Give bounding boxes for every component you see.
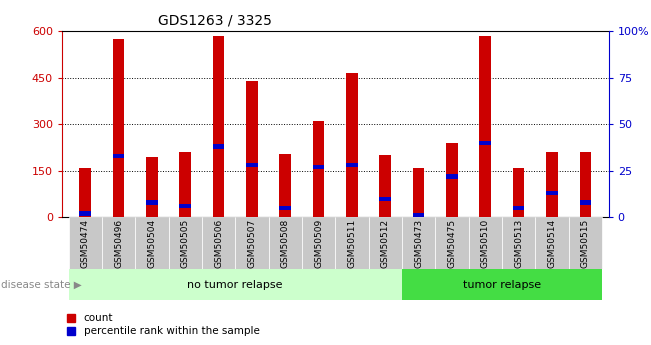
Bar (402, 217, 436, 269)
Text: GSM50506: GSM50506 (214, 219, 223, 268)
Text: GSM50505: GSM50505 (181, 219, 189, 268)
Text: GDS1263 / 3325: GDS1263 / 3325 (158, 14, 272, 28)
Bar (180, 204, 191, 208)
Bar (79, 211, 91, 216)
Text: GSM50512: GSM50512 (381, 219, 390, 268)
Bar (535, 217, 569, 269)
Bar (380, 197, 391, 201)
Bar (413, 168, 424, 217)
Text: GSM50496: GSM50496 (114, 219, 123, 268)
Bar (579, 152, 591, 217)
Bar (146, 200, 158, 205)
Text: tumor relapse: tumor relapse (463, 280, 541, 289)
Bar (79, 168, 91, 217)
Bar (546, 191, 558, 195)
Bar (269, 217, 302, 269)
Bar (368, 217, 402, 269)
Text: GSM50507: GSM50507 (247, 219, 256, 268)
Text: GSM50504: GSM50504 (147, 219, 156, 268)
Bar (146, 157, 158, 217)
Bar (213, 144, 225, 149)
Bar (446, 143, 458, 217)
Bar (102, 217, 135, 269)
Text: GSM50474: GSM50474 (81, 219, 90, 268)
Bar (380, 155, 391, 217)
Bar (480, 36, 491, 217)
Bar (446, 174, 458, 179)
Bar (413, 213, 424, 218)
Bar (312, 165, 324, 169)
Bar (202, 217, 235, 269)
Text: GSM50515: GSM50515 (581, 219, 590, 268)
Text: GSM50475: GSM50475 (447, 219, 456, 268)
Text: GSM50473: GSM50473 (414, 219, 423, 268)
Text: GSM50511: GSM50511 (348, 219, 357, 268)
Bar (546, 152, 558, 217)
Text: GSM50514: GSM50514 (547, 219, 557, 268)
Bar (302, 217, 335, 269)
Bar (135, 217, 169, 269)
Bar (68, 269, 402, 300)
Bar (513, 168, 525, 217)
Bar (346, 73, 358, 217)
Bar (68, 217, 102, 269)
Text: disease state ▶: disease state ▶ (1, 280, 82, 289)
Text: GSM50513: GSM50513 (514, 219, 523, 268)
Bar (312, 121, 324, 217)
Bar (279, 154, 291, 217)
Bar (346, 163, 358, 167)
Bar (502, 217, 535, 269)
Bar (180, 152, 191, 217)
Bar (113, 39, 124, 217)
Bar (513, 206, 525, 210)
Bar (235, 217, 269, 269)
Bar (480, 141, 491, 145)
Bar (579, 200, 591, 205)
Text: GSM50510: GSM50510 (481, 219, 490, 268)
Bar (335, 217, 368, 269)
Bar (169, 217, 202, 269)
Bar (213, 36, 225, 217)
Text: GSM50508: GSM50508 (281, 219, 290, 268)
Legend: count, percentile rank within the sample: count, percentile rank within the sample (67, 313, 260, 336)
Bar (569, 217, 602, 269)
Bar (113, 154, 124, 158)
Bar (246, 163, 258, 167)
Bar (436, 217, 469, 269)
Bar (402, 269, 602, 300)
Text: no tumor relapse: no tumor relapse (187, 280, 283, 289)
Text: GSM50509: GSM50509 (314, 219, 323, 268)
Bar (279, 206, 291, 210)
Bar (246, 81, 258, 217)
Bar (469, 217, 502, 269)
